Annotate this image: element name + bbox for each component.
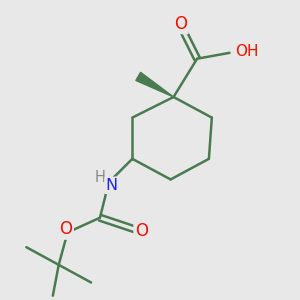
- Text: H: H: [94, 170, 105, 185]
- Text: O: O: [135, 222, 148, 240]
- Polygon shape: [136, 72, 174, 97]
- Text: O: O: [60, 220, 73, 238]
- Text: N: N: [106, 178, 118, 193]
- Text: OH: OH: [235, 44, 258, 59]
- Text: O: O: [174, 15, 188, 33]
